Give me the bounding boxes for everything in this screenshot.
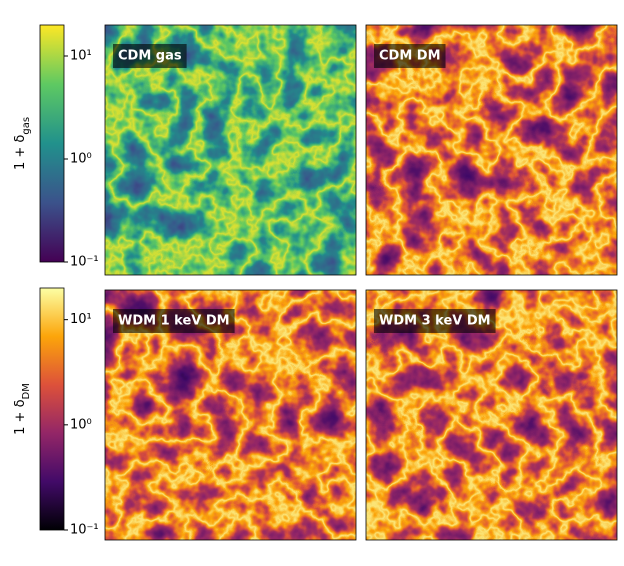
panel-frame [104, 289, 357, 541]
tick-label: 10⁻¹ [70, 523, 99, 538]
panel-title: WDM 3 keV DM [379, 314, 491, 329]
panel-title: WDM 1 keV DM [118, 314, 230, 329]
panel-title-box [374, 309, 496, 333]
axis-label-sub: DM [21, 383, 32, 399]
axis-label-main: 1 + δ [13, 135, 28, 170]
panel-title: CDM gas [118, 49, 182, 64]
axis-label-sub: gas [21, 117, 32, 135]
panel-title: CDM DM [379, 49, 441, 64]
tick-label: 10⁰ [70, 152, 92, 167]
axis-label: 1 + δgas [13, 117, 32, 170]
tick-label: 10¹ [70, 49, 92, 64]
panel-title-box [113, 44, 187, 68]
tick-label: 10¹ [70, 312, 92, 327]
panel-title-box [374, 44, 446, 68]
panel-frame [365, 24, 618, 276]
tick-label: 10⁻¹ [70, 255, 99, 270]
colorbar [39, 24, 65, 263]
axis-label: 1 + δDM [13, 383, 32, 435]
axis-label-main: 1 + δ [13, 399, 28, 434]
panel-frame [365, 289, 618, 541]
panel-frame [104, 24, 357, 276]
tick-label: 10⁰ [70, 417, 92, 432]
colorbar [39, 287, 65, 531]
panel-title-box [113, 309, 235, 333]
